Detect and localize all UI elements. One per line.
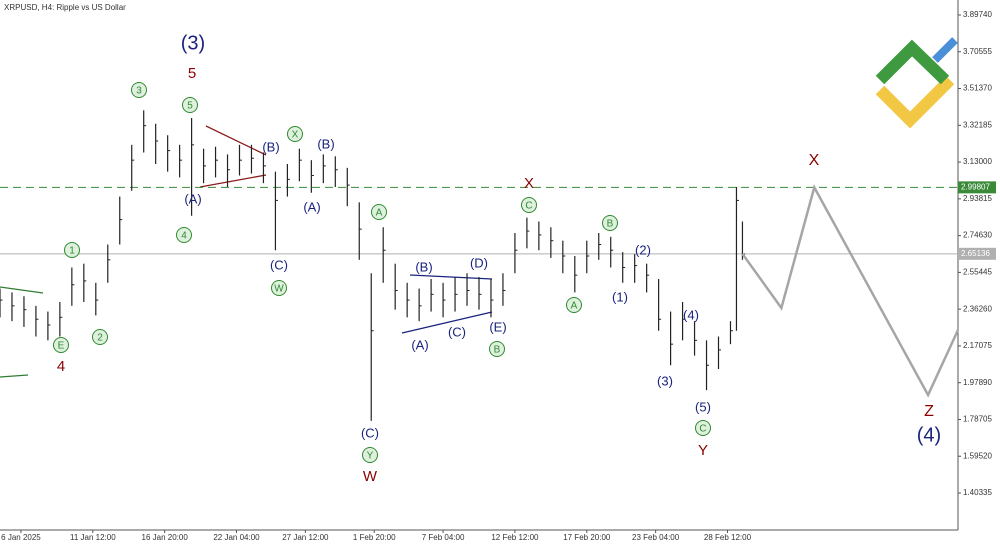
wave-label-circled: 2 xyxy=(97,333,103,344)
wave-label-circled: 1 xyxy=(69,246,75,257)
trend-line xyxy=(401,311,493,334)
wave-label-circled: E xyxy=(58,341,65,352)
wave-label-circled: C xyxy=(699,424,706,435)
y-tick-label: 2.17075 xyxy=(963,341,992,350)
wave-label-circled: 3 xyxy=(136,86,142,97)
wave-label-circled: A xyxy=(571,301,578,312)
y-tick-label: 1.78705 xyxy=(963,415,992,424)
wave-label: Y xyxy=(698,442,708,459)
wave-label-circled: Y xyxy=(367,451,374,462)
wave-label: (B) xyxy=(317,136,334,151)
price-tag-label: 2.99807 xyxy=(961,182,990,191)
wave-label-circled: B xyxy=(607,219,614,230)
wave-label: (C) xyxy=(361,425,379,440)
y-tick-label: 3.70555 xyxy=(963,47,992,56)
x-tick-label: 6 Jan 2025 xyxy=(1,533,41,542)
x-tick-label: 27 Jan 12:00 xyxy=(282,533,329,542)
y-tick-label: 1.40335 xyxy=(963,488,992,497)
wave-label-circle xyxy=(176,227,192,243)
wave-label: (4) xyxy=(917,424,941,446)
y-tick-label: 3.89740 xyxy=(963,10,992,19)
trend-line xyxy=(409,274,493,280)
wave-label: 4 xyxy=(57,358,65,375)
trend-line xyxy=(0,374,29,378)
trend-line xyxy=(0,286,44,294)
wave-label-circle xyxy=(271,280,287,296)
price-tag xyxy=(958,247,996,260)
wave-label: (4) xyxy=(683,307,699,322)
y-tick-label: 3.13000 xyxy=(963,157,992,166)
y-tick-label: 2.93815 xyxy=(963,194,992,203)
x-tick-label: 16 Jan 20:00 xyxy=(142,533,189,542)
price-tag xyxy=(958,181,996,194)
wave-label-circle xyxy=(287,126,303,142)
wave-label-circle xyxy=(489,341,505,357)
x-tick-label: 23 Feb 04:00 xyxy=(632,533,680,542)
wave-label-circle xyxy=(53,337,69,353)
wave-label-circle xyxy=(566,297,582,313)
wave-label-circle xyxy=(362,447,378,463)
x-tick-label: 7 Feb 04:00 xyxy=(422,533,465,542)
chart-title: XRPUSD, H4: Ripple vs US Dollar xyxy=(4,3,126,12)
wave-label-circle xyxy=(521,197,537,213)
wave-label-circle xyxy=(695,420,711,436)
forecast-path xyxy=(741,184,960,398)
y-tick-label: 1.59520 xyxy=(963,451,992,460)
wave-label-circled: B xyxy=(494,345,501,356)
wave-label: 5 xyxy=(188,65,196,82)
x-tick-label: 1 Feb 20:00 xyxy=(353,533,396,542)
wave-label: (2) xyxy=(635,242,651,257)
y-tick-label: 3.32185 xyxy=(963,120,992,129)
y-tick-label: 3.51370 xyxy=(963,84,992,93)
wave-label: (C) xyxy=(448,324,466,339)
wave-label-circled: 5 xyxy=(187,101,193,112)
trend-line xyxy=(199,174,267,188)
wave-label: (B) xyxy=(415,259,432,274)
y-tick-label: 1.97890 xyxy=(963,378,992,387)
wave-label: (B) xyxy=(262,139,279,154)
logo xyxy=(875,37,958,129)
wave-label: (3) xyxy=(657,373,673,388)
wave-label: (E) xyxy=(489,319,506,334)
wave-label-circle xyxy=(92,329,108,345)
wave-label-circle xyxy=(131,82,147,98)
price-tag-label: 2.65136 xyxy=(961,249,990,258)
wave-label: W xyxy=(363,468,378,485)
wave-label-circle xyxy=(64,242,80,258)
wave-label-circle xyxy=(182,97,198,113)
x-tick-label: 12 Feb 12:00 xyxy=(491,533,539,542)
wave-label: (1) xyxy=(612,289,628,304)
wave-label: (3) xyxy=(181,32,205,54)
y-tick-label: 2.74630 xyxy=(963,231,992,240)
wave-label: X xyxy=(809,152,820,169)
x-tick-label: 17 Feb 20:00 xyxy=(563,533,611,542)
wave-label-circle xyxy=(371,204,387,220)
wave-label-circled: A xyxy=(376,208,383,219)
wave-label: (A) xyxy=(184,191,201,206)
wave-label-circled: 4 xyxy=(181,231,187,242)
wave-label: (C) xyxy=(270,257,288,272)
trend-line xyxy=(205,125,267,156)
wave-label: (D) xyxy=(470,255,488,270)
x-tick-label: 28 Feb 12:00 xyxy=(704,533,752,542)
x-tick-label: 11 Jan 12:00 xyxy=(70,533,116,542)
wave-label-circled: X xyxy=(292,130,299,141)
wave-label-circle xyxy=(602,215,618,231)
x-tick-label: 22 Jan 04:00 xyxy=(213,533,260,542)
wave-label: Z xyxy=(924,403,934,420)
y-tick-label: 2.36260 xyxy=(963,304,992,313)
wave-label: X xyxy=(524,175,534,192)
wave-label-circled: W xyxy=(274,284,284,295)
wave-label: (5) xyxy=(695,399,711,414)
wave-label-circled: C xyxy=(525,201,532,212)
y-tick-label: 2.55445 xyxy=(963,267,992,276)
wave-label: (A) xyxy=(303,199,320,214)
wave-label: (A) xyxy=(411,337,428,352)
